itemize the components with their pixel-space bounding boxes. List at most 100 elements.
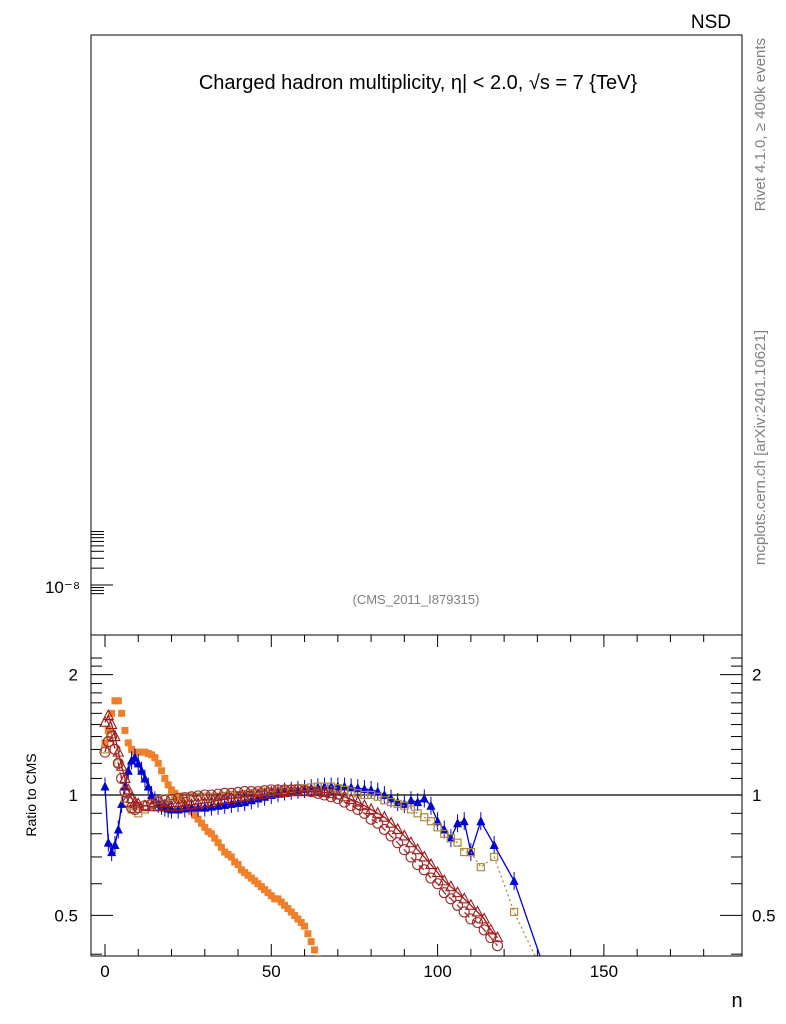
data-point bbox=[285, 784, 297, 796]
data-point bbox=[338, 796, 351, 808]
data-point bbox=[205, 789, 217, 801]
main-panel: Charged hadron multiplicity, η| < 2.0, √… bbox=[45, 34, 743, 636]
data-point bbox=[116, 772, 128, 784]
data-point bbox=[297, 919, 305, 927]
data-point bbox=[431, 865, 444, 878]
data-point bbox=[321, 979, 328, 986]
data-point bbox=[173, 804, 183, 814]
data-point bbox=[413, 797, 423, 807]
series-orange bbox=[101, 697, 328, 986]
data-point bbox=[299, 785, 311, 797]
data-point bbox=[232, 786, 244, 798]
data-point bbox=[191, 811, 199, 819]
data-point bbox=[393, 797, 403, 807]
data-point bbox=[452, 899, 464, 911]
data-point bbox=[385, 830, 397, 842]
xtick-label: 50 bbox=[262, 962, 281, 981]
data-point bbox=[205, 795, 218, 807]
data-point bbox=[371, 806, 384, 818]
data-point bbox=[165, 793, 178, 805]
data-point bbox=[107, 847, 117, 857]
data-point bbox=[490, 852, 499, 862]
data-point bbox=[105, 717, 118, 730]
data-point bbox=[292, 784, 304, 796]
data-point bbox=[314, 955, 322, 956]
data-point bbox=[509, 907, 519, 917]
data-point bbox=[478, 912, 491, 924]
ytick-label: 1 bbox=[69, 786, 78, 805]
data-point bbox=[352, 803, 364, 816]
data-point bbox=[218, 792, 231, 804]
series-blue bbox=[100, 748, 549, 972]
data-point bbox=[245, 786, 257, 798]
main-ytick-label: 10⁻⁸ bbox=[45, 578, 80, 597]
data-point bbox=[540, 963, 549, 972]
data-point bbox=[212, 788, 224, 800]
data-point bbox=[124, 739, 132, 747]
data-point bbox=[433, 816, 443, 826]
data-point bbox=[139, 800, 151, 812]
data-point bbox=[466, 847, 475, 857]
data-point bbox=[192, 790, 204, 802]
data-point bbox=[154, 759, 162, 767]
data-point bbox=[99, 746, 111, 758]
data-point bbox=[172, 792, 184, 805]
data-point bbox=[411, 842, 424, 855]
data-point bbox=[405, 851, 417, 863]
data-point bbox=[446, 834, 456, 843]
data-point bbox=[113, 824, 123, 834]
ratio-series bbox=[99, 697, 549, 986]
data-point bbox=[318, 789, 331, 801]
data-point bbox=[412, 859, 424, 871]
data-point bbox=[426, 800, 436, 810]
data-point bbox=[179, 792, 191, 804]
data-point bbox=[485, 932, 497, 944]
data-point bbox=[405, 835, 417, 848]
data-point bbox=[146, 798, 158, 810]
data-point bbox=[226, 798, 236, 808]
data-point bbox=[130, 752, 140, 762]
data-point bbox=[451, 885, 464, 898]
data-point bbox=[406, 795, 416, 805]
data-point bbox=[365, 802, 377, 815]
data-point bbox=[109, 743, 121, 755]
data-point bbox=[185, 791, 198, 803]
data-point bbox=[145, 799, 158, 812]
data-point bbox=[358, 807, 370, 819]
rivet-version-label: Rivet 4.1.0, ≥ 400k events bbox=[752, 38, 769, 211]
data-point bbox=[164, 781, 172, 789]
data-point bbox=[418, 850, 431, 862]
data-point bbox=[252, 786, 264, 798]
data-point bbox=[99, 715, 111, 727]
data-point bbox=[476, 863, 485, 872]
data-point bbox=[465, 913, 477, 925]
data-point bbox=[213, 800, 223, 810]
data-point bbox=[199, 789, 211, 801]
data-point bbox=[122, 783, 135, 795]
data-point bbox=[305, 786, 317, 798]
ytick-label-right: 1 bbox=[752, 786, 761, 805]
data-point bbox=[471, 905, 484, 917]
data-point bbox=[418, 864, 430, 876]
data-point bbox=[225, 787, 237, 799]
data-point bbox=[198, 796, 211, 808]
data-point bbox=[192, 797, 205, 809]
ytick-label-right: 0.5 bbox=[752, 906, 776, 925]
data-point bbox=[358, 799, 371, 811]
data-point bbox=[398, 829, 411, 841]
data-point bbox=[332, 792, 344, 805]
data-point bbox=[491, 940, 504, 952]
data-point bbox=[438, 887, 450, 899]
data-point bbox=[240, 797, 250, 807]
data-point bbox=[439, 824, 449, 834]
data-point bbox=[214, 839, 222, 847]
data-point bbox=[351, 795, 364, 807]
data-point bbox=[301, 922, 309, 930]
data-point bbox=[112, 745, 125, 757]
data-point bbox=[453, 838, 462, 847]
data-point bbox=[318, 964, 325, 971]
data-point bbox=[100, 781, 110, 791]
ytick-label: 0.5 bbox=[54, 906, 78, 925]
data-point bbox=[440, 829, 449, 838]
data-point bbox=[294, 915, 302, 923]
